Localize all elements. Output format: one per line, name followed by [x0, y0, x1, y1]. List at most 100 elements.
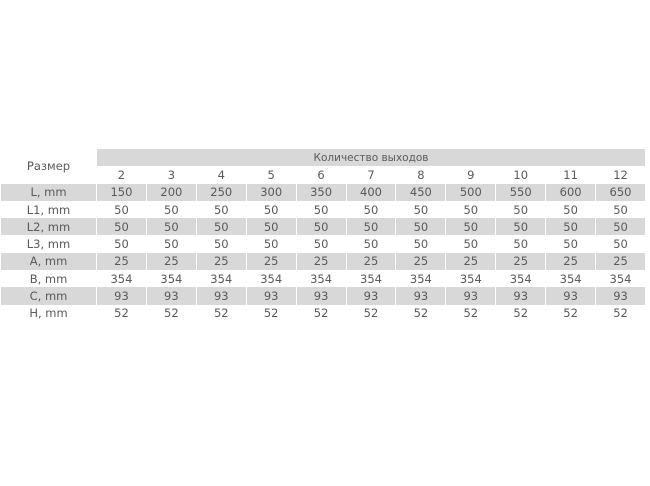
dimensions-table: Размер Количество выходов 2 3 4 5 6 7 8 9 10 11 12…: [0, 149, 646, 322]
column-header: 11: [545, 166, 597, 184]
table-cell: 50: [245, 218, 297, 236]
table-cell: 50: [195, 235, 247, 253]
table-row: C, mm 93 93 93 93 93 93 93 93 93 93 93: [0, 287, 646, 305]
table-cell: 25: [195, 252, 247, 271]
column-header: 10: [495, 166, 547, 184]
table-cell: 500: [445, 183, 497, 201]
table-cell: 50: [495, 235, 547, 253]
table-row: H, mm 52 52 52 52 52 52 52 52 52 52 52: [0, 304, 646, 322]
table-row: B, mm 354 354 354 354 354 354 354 354 354 354 354: [0, 270, 646, 288]
table-cell: 50: [345, 235, 397, 253]
column-header: 7: [345, 166, 397, 184]
column-header: 6: [295, 166, 347, 184]
table-cell: 52: [395, 304, 447, 322]
table-cell: 93: [545, 287, 597, 305]
table-cell: 25: [245, 252, 297, 271]
table-cell: 50: [295, 200, 347, 219]
table-cell: 52: [96, 304, 147, 322]
table-row: L3, mm 50 50 50 50 50 50 50 50 50 50 50: [0, 235, 646, 253]
table-cell: 200: [145, 183, 197, 201]
table-cell: 354: [345, 270, 397, 288]
table-cell: 354: [195, 270, 247, 288]
row-label: C, mm: [0, 287, 97, 305]
table-cell: 50: [345, 218, 397, 236]
table-row: L, mm 150 200 250 300 350 400 450 500 550 600 650: [0, 183, 646, 201]
table-row: L2, mm 50 50 50 50 50 50 50 50 50 50 50: [0, 218, 646, 236]
table-cell: 93: [96, 287, 147, 305]
table-cell: 93: [195, 287, 247, 305]
table-cell: 25: [595, 252, 646, 271]
table-cell: 50: [395, 218, 447, 236]
table-cell: 600: [545, 183, 597, 201]
header-row: Размер Количество выходов: [0, 149, 646, 184]
table-cell: 50: [245, 235, 297, 253]
column-header: 9: [445, 166, 497, 184]
table-cell: 50: [96, 235, 147, 253]
table-cell: 50: [395, 200, 447, 219]
table-cell: 93: [495, 287, 547, 305]
table-cell: 50: [495, 218, 547, 236]
table-row: L1, mm 50 50 50 50 50 50 50 50 50 50 50: [0, 200, 646, 219]
table-cell: 550: [495, 183, 547, 201]
table-cell: 25: [395, 252, 447, 271]
table-cell: 50: [445, 218, 497, 236]
table-cell: 50: [345, 200, 397, 219]
table-cell: 52: [295, 304, 347, 322]
table-cell: 650: [595, 183, 646, 201]
table-cell: 50: [245, 200, 297, 219]
table-cell: 50: [545, 235, 597, 253]
table-cell: 354: [545, 270, 597, 288]
row-label: B, mm: [0, 270, 97, 288]
table-cell: 354: [495, 270, 547, 288]
table-cell: 150: [96, 183, 147, 201]
row-label: L, mm: [0, 183, 97, 201]
table-cell: 52: [245, 304, 297, 322]
table-cell: 50: [295, 218, 347, 236]
table-cell: 25: [345, 252, 397, 271]
table-cell: 25: [295, 252, 347, 271]
column-header: 12: [595, 166, 646, 184]
table-cell: 50: [145, 235, 197, 253]
table-cell: 50: [295, 235, 347, 253]
table-cell: 52: [345, 304, 397, 322]
table-cell: 354: [145, 270, 197, 288]
row-label: L1, mm: [0, 200, 97, 219]
table-cell: 50: [545, 200, 597, 219]
table-cell: 354: [245, 270, 297, 288]
table-cell: 93: [145, 287, 197, 305]
column-header: 8: [395, 166, 447, 184]
table-cell: 52: [145, 304, 197, 322]
table-cell: 350: [295, 183, 347, 201]
table-cell: 93: [345, 287, 397, 305]
table-cell: 250: [195, 183, 247, 201]
table-cell: 400: [345, 183, 397, 201]
table-cell: 25: [545, 252, 597, 271]
column-header: 2: [96, 166, 147, 184]
table-cell: 50: [195, 200, 247, 219]
table-cell: 25: [445, 252, 497, 271]
table-cell: 50: [96, 218, 147, 236]
table-cell: 50: [395, 235, 447, 253]
table-cell: 50: [445, 235, 497, 253]
table-cell: 50: [195, 218, 247, 236]
table-cell: 93: [445, 287, 497, 305]
row-label: A, mm: [0, 252, 97, 271]
table-cell: 52: [545, 304, 597, 322]
column-header: 3: [145, 166, 197, 184]
table-cell: 50: [545, 218, 597, 236]
row-label: L3, mm: [0, 235, 97, 253]
table-cell: 450: [395, 183, 447, 201]
table-cell: 50: [96, 200, 147, 219]
table-cell: 93: [395, 287, 447, 305]
row-header-label: Размер: [0, 149, 97, 184]
table-cell: 50: [445, 200, 497, 219]
table-cell: 25: [96, 252, 147, 271]
row-label: H, mm: [0, 304, 97, 322]
table-cell: 25: [495, 252, 547, 271]
table-cell: 93: [295, 287, 347, 305]
table-cell: 354: [395, 270, 447, 288]
table-cell: 25: [145, 252, 197, 271]
row-label: L2, mm: [0, 218, 97, 236]
column-header: 5: [245, 166, 297, 184]
table-row: A, mm 25 25 25 25 25 25 25 25 25 25 25: [0, 252, 646, 271]
